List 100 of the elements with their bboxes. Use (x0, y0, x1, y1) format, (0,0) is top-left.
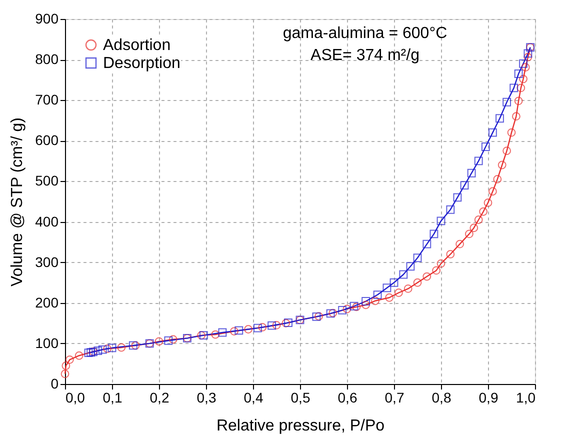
point (436, 216, 446, 226)
point (282, 318, 290, 328)
point (154, 337, 164, 346)
point (108, 344, 116, 352)
point (234, 326, 244, 335)
point (479, 207, 488, 216)
x-tick-label: 0,3 (196, 390, 216, 406)
point (456, 240, 464, 248)
legend-label: Adsortion (103, 37, 171, 54)
point (350, 302, 358, 310)
point (60, 370, 70, 378)
point (117, 343, 126, 352)
point (436, 259, 446, 268)
point (86, 348, 96, 357)
y-tick-label: 400 (35, 213, 59, 230)
y-tick-label: 200 (35, 294, 59, 310)
point (84, 348, 93, 357)
point (382, 284, 392, 292)
point (258, 323, 267, 332)
point (519, 74, 528, 84)
point (524, 49, 532, 58)
point (370, 296, 380, 306)
point (488, 128, 497, 137)
annotation: ASE= 374 m²/g (310, 47, 420, 64)
point (65, 355, 74, 364)
x-tick-label: 0,9 (478, 390, 498, 406)
y-tick-label: 100 (35, 334, 59, 351)
point (470, 224, 478, 232)
point (474, 156, 483, 166)
point (314, 312, 324, 320)
point (211, 330, 220, 339)
point (406, 262, 415, 271)
point (521, 63, 530, 72)
point (394, 288, 403, 297)
y-axis-title: Volume @ STP (cm³/ g) (9, 118, 26, 286)
x-tick-label: 0,1 (102, 390, 122, 406)
point (514, 70, 523, 78)
point (502, 98, 512, 106)
annotation: gama-alumina = 600°C (282, 25, 448, 42)
point (422, 272, 432, 281)
point (284, 318, 292, 327)
point (253, 324, 262, 332)
x-tick-label: 0,6 (338, 390, 358, 406)
point (474, 216, 483, 224)
point (464, 230, 474, 238)
x-tick-label: 0,4 (244, 390, 264, 406)
point (514, 96, 523, 106)
point (467, 168, 476, 178)
point (404, 284, 412, 293)
point (385, 293, 394, 302)
point (352, 302, 361, 312)
y-tick-label: 700 (35, 92, 59, 108)
point (268, 321, 276, 330)
x-tick-label: 0,8 (432, 390, 452, 406)
point (328, 308, 338, 318)
point (446, 205, 455, 214)
point (507, 128, 516, 137)
point (272, 320, 281, 330)
point (413, 254, 422, 262)
x-tick-label: 0,2 (150, 390, 170, 406)
point (164, 336, 173, 345)
point (362, 300, 370, 310)
y-tick-label: 600 (35, 132, 59, 148)
point (326, 309, 335, 318)
legend-label: Desorption (103, 55, 180, 72)
point (373, 290, 382, 299)
point (74, 351, 84, 360)
point (103, 344, 112, 353)
x-axis-title: Relative pressure, P/Po (216, 418, 385, 434)
point (516, 84, 526, 92)
point (493, 174, 502, 184)
y-tick-label: 300 (35, 254, 59, 270)
point (460, 181, 469, 190)
point (244, 325, 253, 334)
point (510, 84, 518, 92)
point (512, 112, 520, 121)
point (446, 250, 455, 258)
x-tick-label: 0,0 (66, 390, 86, 406)
point (413, 278, 422, 287)
point (498, 160, 506, 170)
point (199, 331, 208, 340)
point (399, 270, 408, 279)
point (98, 345, 107, 354)
point (338, 306, 347, 314)
point (390, 278, 398, 287)
point (524, 52, 532, 62)
point (488, 187, 497, 196)
point (484, 198, 492, 207)
x-tick-label: 0,5 (290, 390, 310, 406)
x-tick-label: 1,0 (516, 390, 536, 406)
point (62, 362, 70, 370)
point (422, 240, 432, 248)
point (430, 230, 438, 238)
y-tick-label: 0 (50, 376, 59, 392)
point (432, 266, 441, 275)
point (502, 146, 512, 156)
point (453, 193, 462, 202)
point (128, 341, 138, 350)
point (519, 59, 528, 68)
point (481, 142, 490, 151)
